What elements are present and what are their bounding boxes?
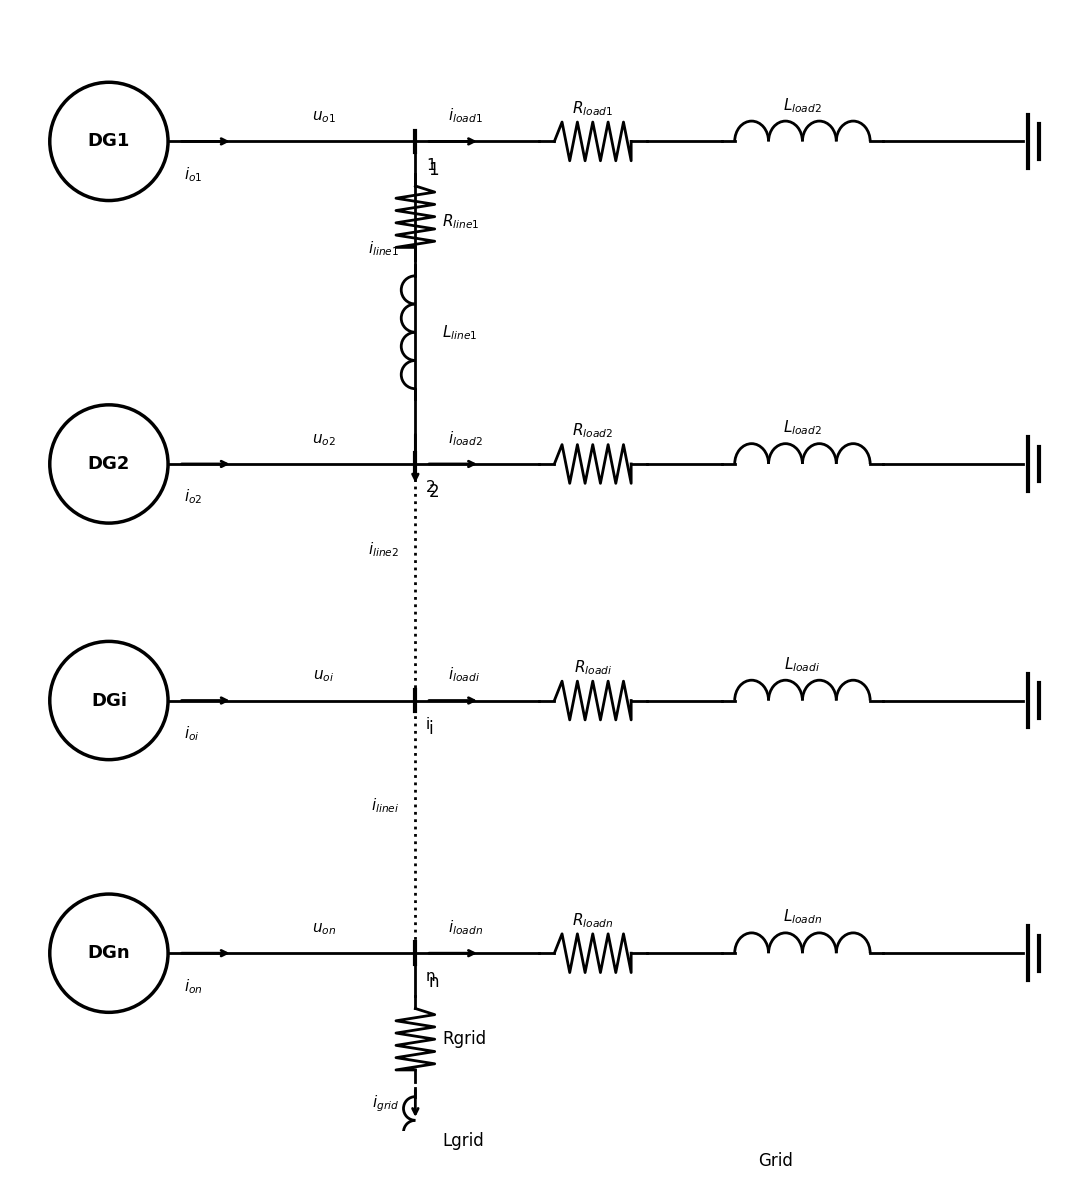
Text: $i_{o1}$: $i_{o1}$ <box>184 165 203 184</box>
Text: n: n <box>426 969 436 984</box>
Text: 1: 1 <box>428 161 439 179</box>
Text: 1: 1 <box>426 158 436 172</box>
Text: $R_{load1}$: $R_{load1}$ <box>572 100 613 117</box>
Text: $L_{load2}$: $L_{load2}$ <box>783 419 821 438</box>
Text: n: n <box>428 973 439 990</box>
Text: $L_{line1}$: $L_{line1}$ <box>442 323 478 342</box>
Text: $L_{loadi}$: $L_{loadi}$ <box>785 655 820 674</box>
Text: $L_{loadn}$: $L_{loadn}$ <box>783 907 823 926</box>
Text: $R_{line1}$: $R_{line1}$ <box>442 212 480 231</box>
Text: Grid: Grid <box>758 1153 793 1171</box>
Text: DG2: DG2 <box>87 455 130 473</box>
Text: $R_{loadn}$: $R_{loadn}$ <box>572 911 613 930</box>
Text: Rgrid: Rgrid <box>442 1031 486 1048</box>
Text: $u_{oi}$: $u_{oi}$ <box>314 669 334 684</box>
Text: 2: 2 <box>426 480 436 495</box>
Text: $u_{o1}$: $u_{o1}$ <box>312 109 336 126</box>
Text: $i_{line2}$: $i_{line2}$ <box>368 541 399 560</box>
Text: $i_{o2}$: $i_{o2}$ <box>184 487 203 506</box>
Text: Lgrid: Lgrid <box>442 1133 484 1150</box>
Text: $i_{loadi}$: $i_{loadi}$ <box>447 665 480 684</box>
Text: $i_{linei}$: $i_{linei}$ <box>371 796 399 815</box>
Text: $u_{o2}$: $u_{o2}$ <box>312 432 336 448</box>
Text: $u_{on}$: $u_{on}$ <box>312 922 336 937</box>
Text: i: i <box>428 720 433 738</box>
Text: 2: 2 <box>428 484 439 502</box>
Text: $L_{load2}$: $L_{load2}$ <box>783 96 821 115</box>
Text: i: i <box>426 716 430 732</box>
Text: $i_{line1}$: $i_{line1}$ <box>368 240 399 259</box>
Text: DGn: DGn <box>87 944 130 962</box>
Text: DG1: DG1 <box>87 133 130 151</box>
Text: $i_{load1}$: $i_{load1}$ <box>447 107 482 126</box>
Text: $R_{load2}$: $R_{load2}$ <box>572 421 613 440</box>
Text: $i_{on}$: $i_{on}$ <box>184 977 203 995</box>
Text: $i_{loadn}$: $i_{loadn}$ <box>447 918 483 937</box>
Text: $i_{load2}$: $i_{load2}$ <box>447 429 482 448</box>
Text: DGi: DGi <box>91 691 127 709</box>
Text: $R_{loadi}$: $R_{loadi}$ <box>573 658 612 677</box>
Text: $i_{grid}$: $i_{grid}$ <box>372 1093 399 1114</box>
Text: $i_{oi}$: $i_{oi}$ <box>184 725 199 742</box>
